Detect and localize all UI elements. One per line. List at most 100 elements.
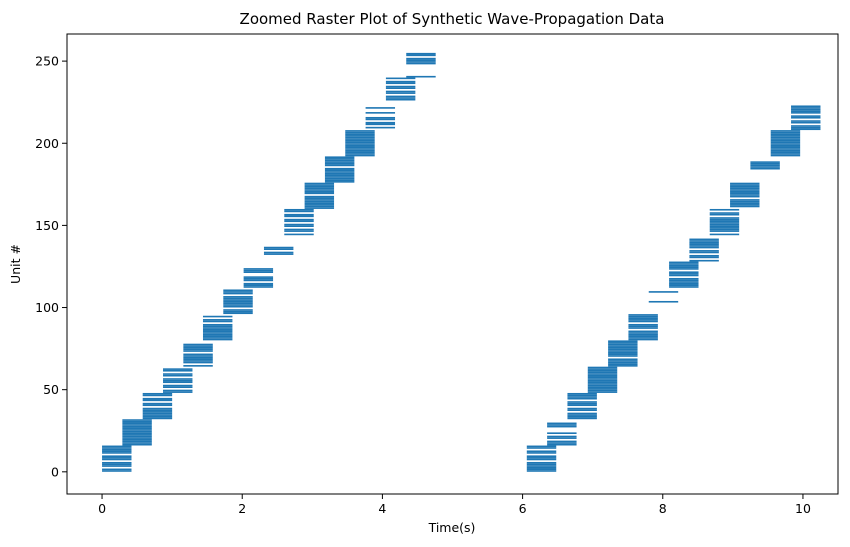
spike-line [526, 450, 557, 453]
spike-line [183, 350, 213, 352]
spike-line [628, 333, 658, 336]
spike-line [608, 353, 638, 356]
spike-line [730, 202, 760, 204]
spike-line [142, 399, 173, 402]
spike-line [284, 210, 314, 213]
spike-line [243, 276, 274, 278]
spike-line [345, 135, 375, 137]
spike-line [770, 135, 801, 137]
spike-line [284, 208, 314, 211]
spike-line [122, 434, 152, 436]
spike-line [142, 411, 173, 413]
spike-line [567, 402, 597, 405]
spike-line [304, 202, 335, 204]
spike-line [628, 335, 658, 338]
spike-line [142, 412, 173, 415]
spike-line [304, 195, 335, 198]
spike-line [304, 192, 335, 195]
spike-line [223, 305, 253, 308]
x-tick-label: 10 [795, 501, 811, 516]
x-tick-label: 8 [659, 501, 667, 516]
spike-line [263, 248, 294, 250]
spike-line [628, 320, 658, 323]
spike-line [345, 146, 375, 149]
spike-line [102, 455, 132, 457]
spike-line [567, 394, 597, 397]
spike-line [791, 128, 821, 131]
spike-line [385, 82, 416, 85]
spike-line [122, 440, 152, 443]
spike-line [142, 394, 173, 397]
spike-line [608, 348, 638, 351]
spike-line [526, 461, 557, 464]
spike-line [183, 348, 213, 351]
spike-line [202, 325, 233, 328]
spike-line [163, 373, 193, 375]
spike-line [730, 182, 760, 185]
spike-line [709, 217, 740, 219]
spike-line [163, 389, 193, 392]
spike-line [122, 435, 152, 438]
y-tick-label: 100 [35, 300, 59, 315]
spike-line [406, 54, 436, 57]
spike-line [324, 172, 355, 175]
spike-line [345, 151, 375, 154]
spike-line [122, 437, 152, 439]
spike-line [365, 121, 396, 124]
spike-line [324, 161, 355, 163]
spike-line [324, 181, 355, 183]
spike-line [526, 463, 557, 466]
spike-line [608, 350, 638, 352]
spike-line [567, 392, 597, 395]
spike-line [406, 62, 436, 65]
spike-line [385, 97, 416, 99]
spike-line [628, 327, 658, 329]
spike-line [385, 77, 416, 80]
spike-line [102, 463, 132, 466]
spike-line [791, 115, 821, 117]
spike-line [163, 384, 193, 387]
spike-line [730, 184, 760, 186]
spike-line [709, 228, 740, 231]
spike-line [709, 222, 740, 224]
spike-line [142, 402, 173, 405]
x-tick-label: 4 [378, 501, 386, 516]
spike-line [669, 274, 699, 277]
spike-line [183, 353, 213, 356]
spike-line [102, 447, 132, 449]
spike-line [608, 342, 638, 344]
spike-line [669, 263, 699, 265]
spike-line [689, 250, 719, 252]
spike-line [547, 437, 577, 439]
spike-line [385, 90, 416, 93]
spike-line [587, 383, 618, 385]
spike-line [669, 284, 699, 287]
spike-line [122, 429, 152, 431]
spike-line [385, 87, 416, 89]
x-tick-label: 0 [98, 501, 106, 516]
spike-line [202, 330, 233, 333]
spike-line [122, 422, 152, 425]
spike-line [345, 130, 375, 132]
spike-line [628, 315, 658, 318]
spike-line [385, 98, 416, 101]
spike-line [628, 325, 658, 328]
spike-line [526, 457, 557, 459]
spike-line [526, 445, 557, 448]
spike-line [122, 427, 152, 430]
spike-line [750, 161, 780, 163]
spike-line [770, 139, 801, 142]
spike-line [669, 261, 699, 264]
spike-line [608, 340, 638, 342]
spike-line [406, 59, 436, 62]
spike-line [304, 189, 335, 191]
spike-line [345, 131, 375, 134]
spike-line [669, 279, 699, 282]
spike-line [608, 363, 638, 365]
spike-line [183, 345, 213, 347]
spike-line [102, 457, 132, 459]
spike-line [142, 404, 173, 407]
spike-line [730, 199, 760, 201]
spike-line [202, 319, 233, 321]
